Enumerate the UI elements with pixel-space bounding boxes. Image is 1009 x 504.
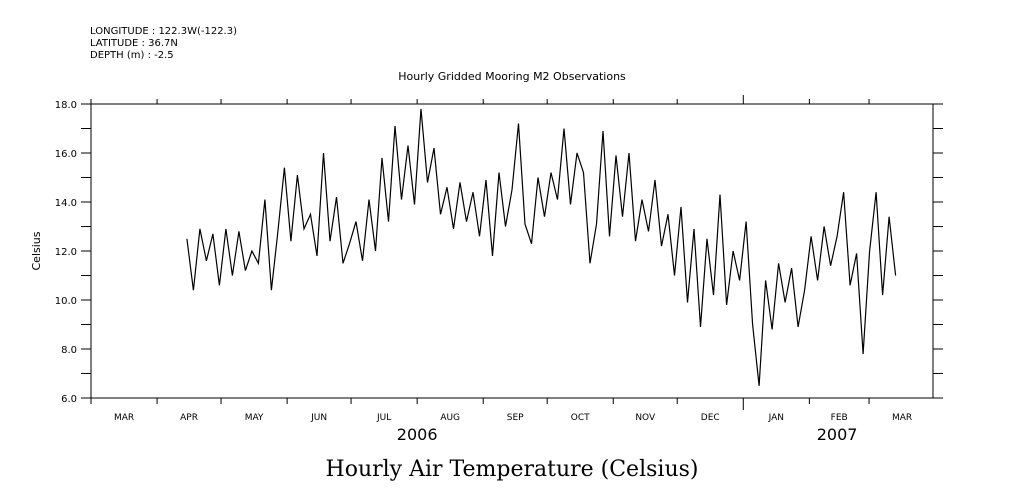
x-month-label: MAR xyxy=(114,413,134,423)
x-month-label: JUL xyxy=(376,413,391,423)
x-month-label: JAN xyxy=(768,413,784,423)
x-month-label: FEB xyxy=(831,413,848,423)
x-month-label: OCT xyxy=(571,413,590,423)
x-month-label: JUN xyxy=(310,413,327,423)
x-month-label: MAY xyxy=(245,413,264,423)
y-tick-label: 8.0 xyxy=(61,345,77,356)
y-tick-label: 14.0 xyxy=(55,198,77,209)
y-tick-label: 6.0 xyxy=(61,394,77,405)
x-month-label: AUG xyxy=(440,413,460,423)
x-month-label: MAR xyxy=(892,413,912,423)
bottom-title: Hourly Air Temperature (Celsius) xyxy=(326,457,699,482)
plot-frame xyxy=(90,103,934,399)
series-line-air-temperature xyxy=(186,108,897,386)
x-month-label: NOV xyxy=(635,413,656,423)
x-year-label: 2007 xyxy=(817,425,858,444)
chart-title: Hourly Gridded Mooring M2 Observations xyxy=(398,70,626,83)
y-tick-label: 18.0 xyxy=(55,100,77,111)
depth-label: DEPTH (m) : -2.5 xyxy=(90,50,174,61)
y-axis-label: Celsius xyxy=(30,231,43,270)
latitude-label: LATITUDE : 36.7N xyxy=(90,38,178,49)
y-tick-label: 10.0 xyxy=(55,296,77,307)
y-tick-label: 16.0 xyxy=(55,149,77,160)
y-tick-label: 12.0 xyxy=(55,247,77,258)
longitude-label: LONGITUDE : 122.3W(-122.3) xyxy=(90,26,237,37)
x-month-label: APR xyxy=(180,413,198,423)
x-month-label: SEP xyxy=(507,413,524,423)
x-year-label: 2006 xyxy=(397,425,438,444)
x-month-label: DEC xyxy=(701,413,720,423)
